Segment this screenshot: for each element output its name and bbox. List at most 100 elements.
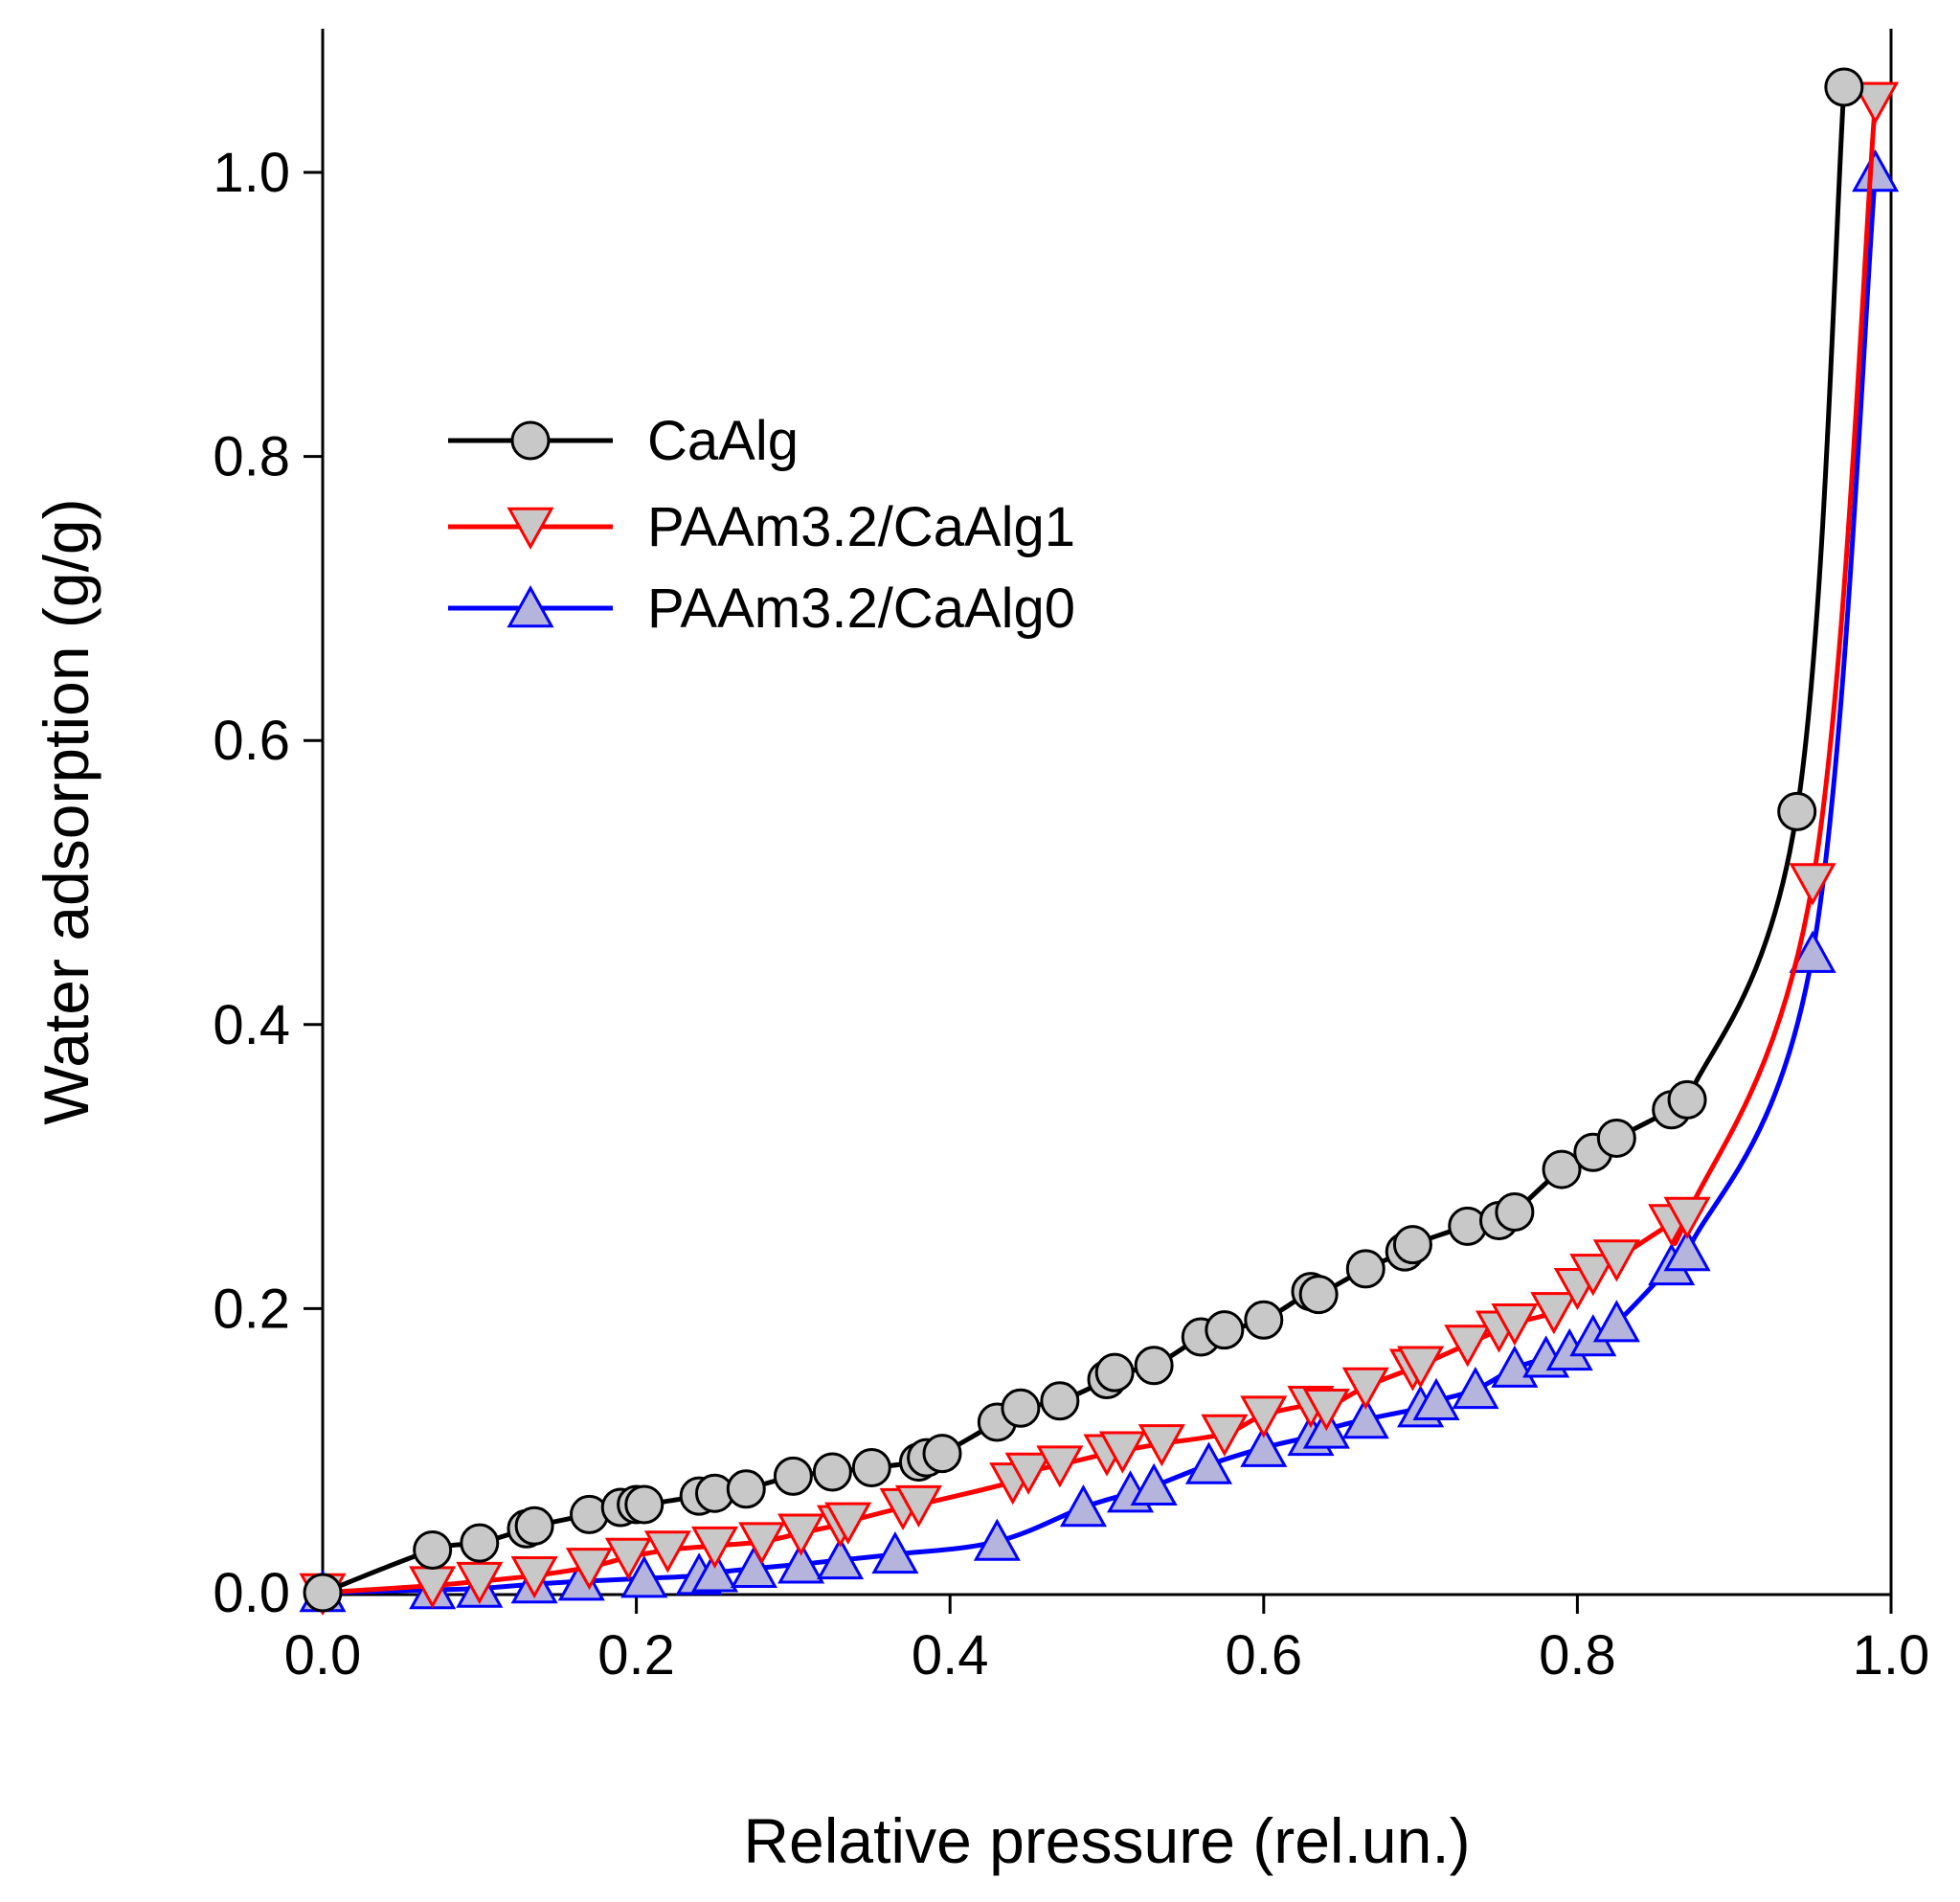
- data-point-triangle-up: [1240, 1424, 1288, 1467]
- data-point-circle: [510, 420, 551, 461]
- data-point-circle: [624, 1484, 665, 1525]
- data-point-triangle-up: [1789, 930, 1836, 973]
- data-point-circle: [1542, 1149, 1582, 1189]
- data-point-circle: [514, 1506, 554, 1546]
- series-line: [322, 86, 1847, 1596]
- data-point-triangle-up: [973, 1518, 1021, 1561]
- data-point-circle: [1134, 1346, 1174, 1386]
- data-point-circle: [726, 1469, 766, 1509]
- data-point-triangle-up: [690, 1550, 739, 1593]
- legend-label: PAAm3.2/CaAlg0: [647, 577, 1075, 640]
- x-tick-label: 1.0: [1853, 1624, 1930, 1687]
- data-point-circle: [1667, 1079, 1707, 1120]
- data-point-triangle-down: [1036, 1445, 1084, 1488]
- plot-area: [299, 67, 1900, 1616]
- x-tick-label: 0.0: [284, 1624, 362, 1687]
- data-point-triangle-down: [1341, 1367, 1389, 1410]
- y-tick-label: 0.2: [213, 1278, 290, 1340]
- data-point-triangle-down: [510, 1556, 558, 1599]
- data-point-circle: [812, 1452, 852, 1492]
- data-point-triangle-down: [1138, 1424, 1185, 1467]
- data-point-triangle-down: [1852, 81, 1900, 125]
- data-point-triangle-up: [730, 1545, 777, 1588]
- data-point-circle: [303, 1573, 343, 1613]
- data-point-triangle-up: [1184, 1441, 1233, 1484]
- data-point-triangle-down: [1789, 863, 1836, 906]
- data-point-triangle-down: [565, 1548, 614, 1591]
- data-point-triangle-down: [1569, 1254, 1617, 1297]
- legend-item: PAAm3.2/CaAlg1: [448, 496, 1075, 558]
- data-point-triangle-up: [507, 585, 554, 628]
- data-point-triangle-down: [1302, 1389, 1350, 1432]
- legend-label: CaAlg: [647, 410, 799, 472]
- data-point-triangle-up: [1130, 1462, 1178, 1506]
- data-point-circle: [1040, 1381, 1080, 1421]
- data-point-circle: [1205, 1310, 1245, 1350]
- data-point-triangle-down: [824, 1502, 872, 1545]
- data-point-triangle-down: [643, 1530, 691, 1574]
- data-point-triangle-down: [507, 507, 554, 550]
- data-point-triangle-down: [1004, 1452, 1052, 1495]
- data-point-circle: [851, 1447, 891, 1487]
- data-point-circle: [1495, 1192, 1535, 1233]
- y-tick-label: 0.8: [213, 426, 290, 488]
- x-axis-title: Relative pressure (rel.un.): [743, 1805, 1470, 1876]
- data-point-triangle-up: [777, 1541, 825, 1584]
- data-point-triangle-down: [894, 1484, 942, 1528]
- data-point-circle: [1345, 1249, 1386, 1289]
- x-tick-label: 0.6: [1225, 1624, 1302, 1687]
- series-0: [303, 67, 1864, 1613]
- y-tick-label: 0.0: [213, 1562, 290, 1624]
- data-point-circle: [1596, 1118, 1636, 1158]
- axes: 0.0 0.2 0.4 0.6 0.8 1.0 0.0 0.2 0.4 0.6 0.8 1.0 Rela…: [31, 29, 1929, 1876]
- x-tick-label: 0.2: [597, 1624, 675, 1687]
- data-point-triangle-up: [1852, 149, 1900, 192]
- data-point-triangle-down: [777, 1513, 825, 1556]
- legend-item: CaAlg: [448, 410, 799, 472]
- data-point-triangle-down: [1491, 1303, 1539, 1347]
- data-point-triangle-up: [1059, 1484, 1107, 1528]
- data-point-triangle-down: [1240, 1395, 1288, 1438]
- data-point-triangle-up: [816, 1536, 865, 1580]
- y-tick-label: 0.6: [213, 710, 290, 772]
- data-point-triangle-down: [1397, 1346, 1445, 1389]
- data-point-circle: [1094, 1352, 1135, 1393]
- x-tick-label: 0.4: [912, 1624, 989, 1687]
- data-point-circle: [413, 1530, 453, 1571]
- data-point-circle: [1001, 1388, 1041, 1428]
- legend: CaAlg PAAm3.2/CaAlg1 PAAm3.2/CaAlg0: [448, 410, 1075, 640]
- data-point-circle: [1392, 1225, 1432, 1265]
- y-tick-label: 0.4: [213, 994, 290, 1056]
- legend-item: PAAm3.2/CaAlg0: [448, 577, 1075, 640]
- data-point-circle: [1824, 67, 1864, 107]
- data-point-circle: [1777, 791, 1817, 831]
- data-point-circle: [1244, 1300, 1284, 1340]
- data-point-triangle-down: [604, 1537, 652, 1580]
- data-point-triangle-down: [690, 1526, 739, 1570]
- data-point-triangle-down: [1201, 1414, 1249, 1457]
- y-axis-title: Water adsorption (g/g): [31, 498, 101, 1124]
- legend-label: PAAm3.2/CaAlg1: [647, 496, 1075, 558]
- data-point-triangle-up: [620, 1555, 668, 1598]
- data-point-triangle-up: [1341, 1396, 1389, 1439]
- x-tick-label: 0.8: [1539, 1624, 1616, 1687]
- data-point-triangle-down: [1530, 1292, 1578, 1335]
- data-point-triangle-up: [871, 1530, 919, 1574]
- data-point-triangle-up: [1663, 1229, 1711, 1272]
- data-point-triangle-down: [1444, 1325, 1492, 1368]
- y-tick-label: 1.0: [213, 142, 290, 204]
- data-point-triangle-up: [1412, 1377, 1460, 1420]
- data-point-triangle-up: [1452, 1366, 1499, 1410]
- data-point-triangle-down: [1592, 1239, 1640, 1282]
- series-1: [299, 81, 1900, 1616]
- data-point-triangle-down: [738, 1522, 786, 1565]
- data-point-circle: [1298, 1275, 1339, 1315]
- data-point-triangle-up: [1592, 1300, 1640, 1343]
- data-point-triangle-down: [1663, 1196, 1711, 1239]
- data-point-triangle-down: [456, 1561, 504, 1605]
- data-point-circle: [773, 1456, 813, 1496]
- data-point-triangle-down: [1098, 1431, 1146, 1474]
- data-point-circle: [460, 1523, 500, 1563]
- data-point-circle: [922, 1434, 962, 1474]
